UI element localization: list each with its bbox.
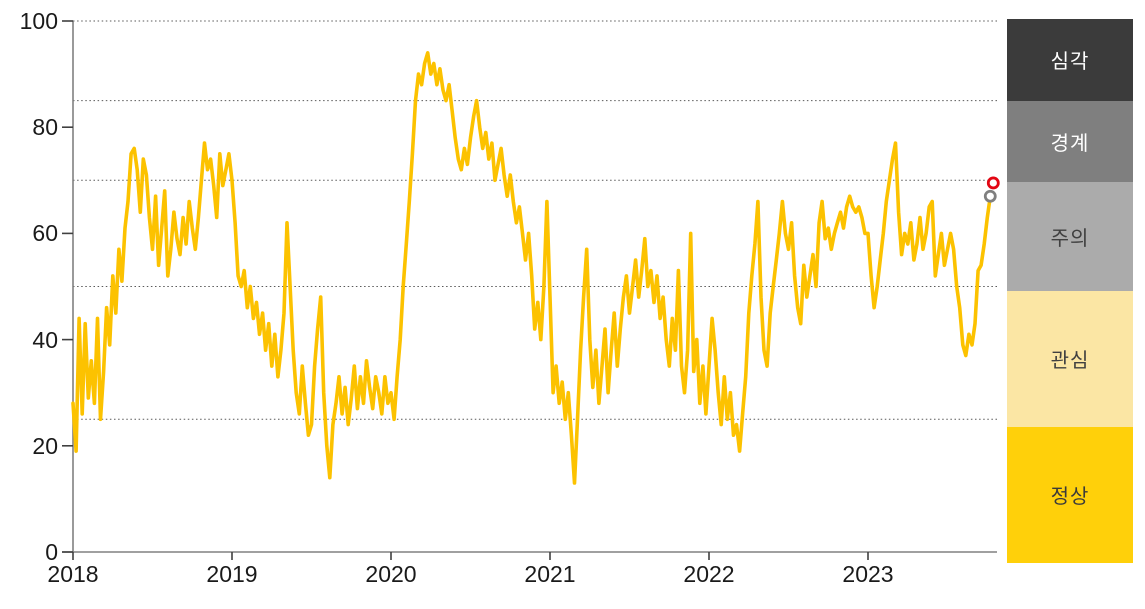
legend-band-label-normal: 정상: [1050, 486, 1090, 509]
legend-band-severe: 심각: [1007, 19, 1133, 101]
y-tick-label-0: 0: [45, 539, 58, 565]
x-tick-label-2022: 2022: [683, 561, 735, 587]
legend-band-label-severe: 심각: [1050, 51, 1090, 74]
x-tick-label-2018: 2018: [47, 561, 99, 587]
legend-band-label-caution: 주의: [1050, 228, 1090, 251]
y-tick-label-20: 20: [32, 433, 58, 459]
x-tick-label-2021: 2021: [524, 561, 576, 587]
latest-point-marker: [986, 176, 1000, 190]
y-tick-label-100: 100: [19, 8, 58, 34]
legend-band-label-interest: 관심: [1050, 350, 1090, 373]
legend-band-normal: 정상: [1007, 426, 1133, 563]
y-tick-label-40: 40: [32, 327, 58, 353]
x-tick-label-2019: 2019: [206, 561, 258, 587]
x-tick-label-2023: 2023: [842, 561, 894, 587]
x-tick-label-2020: 2020: [365, 561, 417, 587]
legend-band-alert: 경계: [1007, 100, 1133, 183]
previous-point-marker: [983, 189, 997, 203]
legend-band-interest: 관심: [1007, 290, 1133, 427]
legend-band-label-alert: 경계: [1050, 132, 1090, 155]
y-tick-label-60: 60: [32, 220, 58, 246]
y-tick-label-80: 80: [32, 114, 58, 140]
risk-index-line: [71, 51, 993, 485]
legend-band-caution: 주의: [1007, 182, 1133, 291]
